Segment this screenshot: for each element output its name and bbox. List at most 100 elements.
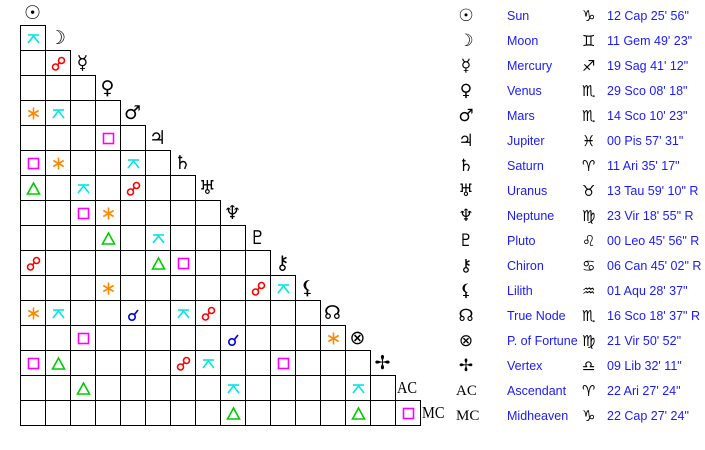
square-icon xyxy=(402,407,415,420)
aspect-cell-uranus-mercury xyxy=(70,175,96,201)
planet-name: Lilith xyxy=(507,284,533,298)
aspect-cell xyxy=(270,400,296,426)
pluto-icon: ♇ xyxy=(248,226,267,249)
planet-position: 21 Vir 50' 52" xyxy=(607,334,682,348)
planet-row-p-of-fortune: ⊗ P. of Fortune ♍ 21 Vir 50' 52" xyxy=(450,330,705,355)
zodiac-sign-icon: ♑ xyxy=(582,7,596,25)
planet-name: Moon xyxy=(507,34,539,48)
true-node-icon: ☊ xyxy=(458,306,474,326)
aspect-cell xyxy=(220,275,246,301)
sextile-icon xyxy=(327,332,340,345)
aspect-cell xyxy=(70,250,96,276)
conjunction-icon xyxy=(228,334,239,346)
aspect-cell xyxy=(370,375,396,401)
uranus-icon: ♅ xyxy=(458,181,474,201)
zodiac-sign-icon: ♌ xyxy=(582,232,596,250)
aspect-cell-vertex-chiron xyxy=(270,350,296,376)
aspect-cell xyxy=(195,375,221,401)
aspect-cell-midheaven-ascendant xyxy=(395,400,421,426)
planet-name: Vertex xyxy=(507,359,543,373)
sextile-icon xyxy=(102,207,115,220)
aspect-cell xyxy=(45,275,71,301)
aspect-cell xyxy=(245,400,271,426)
aspect-cell xyxy=(120,275,146,301)
aspect-cell xyxy=(120,200,146,226)
aspect-cell xyxy=(220,250,246,276)
trine-icon xyxy=(26,181,41,195)
mercury-icon: ☿ xyxy=(460,56,472,76)
quincunx-icon xyxy=(52,309,65,319)
planet-name: Neptune xyxy=(507,209,555,223)
aspect-cell-vertex-saturn xyxy=(170,350,196,376)
aspect-cell-lilith-chiron xyxy=(270,275,296,301)
sextile-icon xyxy=(52,157,65,170)
aspect-cell xyxy=(145,350,171,376)
aspect-cell xyxy=(70,75,96,101)
zodiac-sign-icon: ♏ xyxy=(582,307,596,325)
aspect-cell xyxy=(270,300,296,326)
planet-position: 11 Ari 35' 17" xyxy=(607,159,680,173)
planet-position: 22 Ari 27' 24" xyxy=(607,384,681,398)
aspect-cell-p-of-fortune-neptune xyxy=(220,325,246,351)
aspect-cell-true-node-saturn xyxy=(170,300,196,326)
conjunction-icon xyxy=(128,309,139,321)
aspect-cell xyxy=(45,175,71,201)
planet-row-chiron: ⚷ Chiron ♋ 06 Can 45' 02" R xyxy=(450,255,705,280)
square-icon xyxy=(102,132,115,145)
aspect-cell xyxy=(45,250,71,276)
aspect-cell xyxy=(45,75,71,101)
aspect-cell xyxy=(145,300,171,326)
true-node-icon: ☊ xyxy=(324,301,341,324)
planet-position: 14 Sco 10' 23" xyxy=(607,109,688,123)
aspect-cell xyxy=(370,400,396,426)
aspect-cell xyxy=(195,275,221,301)
aspect-cell-neptune-venus xyxy=(95,200,121,226)
planet-row-sun: ☉ Sun ♑ 12 Cap 25' 56" xyxy=(450,5,705,30)
planet-row-pluto: ♇ Pluto ♌ 00 Leo 45' 56" R xyxy=(450,230,705,255)
aspect-cell xyxy=(170,275,196,301)
opposition-icon xyxy=(251,281,266,296)
aspect-cell-chiron-jupiter xyxy=(145,250,171,276)
aspect-cell xyxy=(195,325,221,351)
aspect-cell xyxy=(120,400,146,426)
trine-icon xyxy=(101,231,116,245)
zodiac-sign-icon: ♎ xyxy=(582,357,596,375)
sun-icon: ☉ xyxy=(458,6,474,26)
aspect-cell xyxy=(20,200,46,226)
square-icon xyxy=(27,157,40,170)
aspect-cell-true-node-moon xyxy=(45,300,71,326)
aspect-cell xyxy=(120,325,146,351)
jupiter-icon: ♃ xyxy=(148,126,167,149)
aspect-cell xyxy=(170,200,196,226)
aspect-cell xyxy=(120,250,146,276)
aspect-cell xyxy=(70,100,96,126)
aspect-cell xyxy=(245,250,271,276)
aspect-cell xyxy=(20,325,46,351)
trine-icon xyxy=(51,356,66,370)
planet-name: Saturn xyxy=(507,159,544,173)
aspect-cell-pluto-jupiter xyxy=(145,225,171,251)
vertex-icon: ✢ xyxy=(374,351,391,374)
aspect-cell-vertex-uranus xyxy=(195,350,221,376)
planet-position: 22 Cap 27' 24" xyxy=(607,409,689,423)
neptune-icon: ♆ xyxy=(458,206,474,226)
aspect-cell xyxy=(95,150,121,176)
aspect-cell xyxy=(170,225,196,251)
aspect-cell xyxy=(270,375,296,401)
aspect-cell xyxy=(20,275,46,301)
zodiac-sign-icon: ♑ xyxy=(582,407,596,425)
zodiac-sign-icon: ♈ xyxy=(582,157,596,175)
aspect-cell xyxy=(320,350,346,376)
aspect-cell xyxy=(320,375,346,401)
aspect-cell xyxy=(20,50,46,76)
planet-position: 11 Gem 49' 23" xyxy=(607,34,693,48)
aspect-cell-jupiter-venus xyxy=(95,125,121,151)
aspect-cell-lilith-venus xyxy=(95,275,121,301)
zodiac-sign-icon: ♏ xyxy=(582,82,596,100)
mercury-icon: ☿ xyxy=(76,51,89,74)
quincunx-icon xyxy=(127,159,140,169)
aspect-cell xyxy=(245,325,271,351)
opposition-icon xyxy=(51,56,66,71)
aspect-cell-mars-moon xyxy=(45,100,71,126)
aspect-cell xyxy=(70,350,96,376)
